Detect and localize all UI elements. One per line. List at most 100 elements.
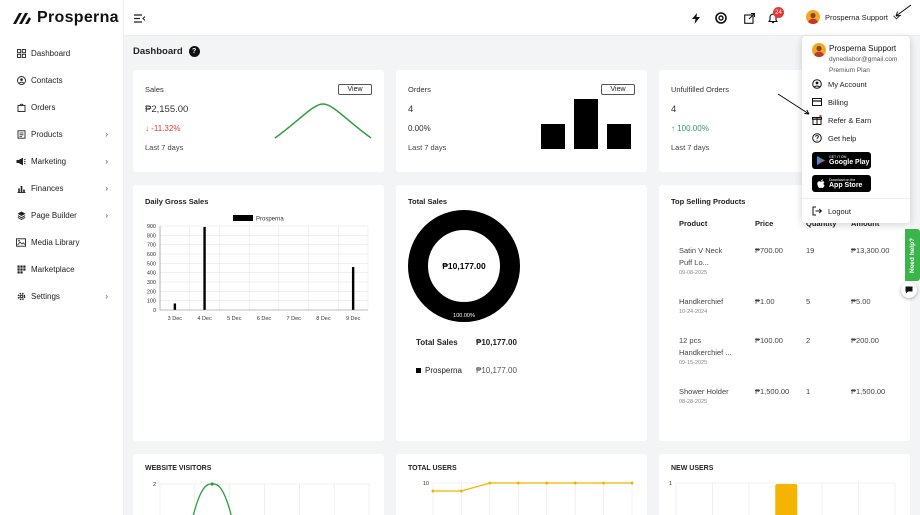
table-row-price: ₱1,500.00 bbox=[755, 387, 789, 396]
sidebar-item-marketplace[interactable]: Marketplace bbox=[0, 256, 124, 283]
target-icon[interactable] bbox=[714, 11, 728, 25]
unfulfilled-title: Unfulfilled Orders bbox=[671, 85, 729, 94]
sidebar-item-orders[interactable]: Orders bbox=[0, 94, 124, 121]
donut-center-value: ₱10,177.00 bbox=[442, 261, 486, 271]
user-circle-icon bbox=[812, 79, 822, 89]
users-point-1 bbox=[459, 489, 463, 493]
daily-bar-4-Dec bbox=[203, 226, 206, 310]
quantity: 1 bbox=[806, 387, 811, 396]
sidebar-item-marketing[interactable]: Marketing › bbox=[0, 148, 124, 175]
my-account-item[interactable]: My Account bbox=[812, 79, 867, 89]
user-menu-trigger[interactable]: Prosperna Support bbox=[806, 10, 900, 24]
new-users-title: NEW USERS bbox=[671, 465, 714, 472]
daily-xtick-label: 7 Dec bbox=[287, 316, 302, 322]
daily-ytick-label: 800 bbox=[147, 233, 156, 239]
page-title: Dashboard ? bbox=[133, 46, 200, 57]
visitors-chart: 2 bbox=[153, 482, 370, 515]
google-small-text: GET IT ON bbox=[829, 155, 847, 159]
daily-ytick-label: 500 bbox=[147, 261, 156, 267]
total-sales-summary-label: Total Sales bbox=[416, 338, 458, 347]
orders-view-button[interactable]: View bbox=[601, 84, 635, 95]
chat-icon[interactable] bbox=[901, 282, 917, 298]
unfulfilled-period: Last 7 days bbox=[671, 143, 710, 152]
total-sales-title: Total Sales bbox=[408, 197, 448, 206]
lightning-icon[interactable] bbox=[689, 11, 703, 25]
sidebar-item-media-library[interactable]: Media Library bbox=[0, 229, 124, 256]
table-row-amount: ₱5.00 bbox=[851, 297, 871, 306]
sales-view-button[interactable]: View bbox=[338, 84, 372, 95]
get-help-item[interactable]: Get help bbox=[812, 133, 856, 143]
users-chart: 10 bbox=[423, 481, 634, 515]
column-header-price: Price bbox=[755, 219, 774, 228]
sidebar-item-dashboard[interactable]: Dashboard bbox=[0, 40, 124, 67]
notification-badge: 24 bbox=[773, 7, 784, 18]
sidebar-item-finances[interactable]: Finances › bbox=[0, 175, 124, 202]
dropdown-avatar bbox=[812, 43, 826, 59]
price: ₱700.00 bbox=[755, 246, 783, 255]
logout-item[interactable]: Logout bbox=[812, 206, 851, 216]
refer-earn-item[interactable]: Refer & Earn bbox=[812, 115, 871, 125]
avatar bbox=[812, 43, 826, 57]
quantity: 2 bbox=[806, 336, 811, 345]
daily-ytick-label: 900 bbox=[147, 224, 156, 230]
help-icon[interactable]: ? bbox=[188, 46, 200, 57]
orders-period: Last 7 days bbox=[408, 143, 447, 152]
google-play-button[interactable]: GET IT ON Google Play bbox=[812, 152, 871, 169]
products-icon bbox=[16, 130, 26, 140]
daily-gross-chart: Prosperna 0 100 200 300 400 500 600 700 800 900 3 D… bbox=[147, 215, 369, 322]
table-row-quantity: 1 bbox=[806, 387, 810, 396]
new-users-card: NEW USERS 1 bbox=[659, 454, 910, 515]
daily-gross-card: Daily Gross Sales Prosperna 0 100 200 300 400… bbox=[133, 185, 384, 441]
new-users-chart: 1 bbox=[669, 481, 896, 515]
sidebar-item-label: Finances bbox=[31, 184, 64, 193]
visitors-title: WEBSITE VISITORS bbox=[145, 465, 212, 472]
logo-text: Prosperna bbox=[37, 9, 119, 26]
question-circle-icon bbox=[812, 133, 822, 143]
megaphone-icon bbox=[16, 157, 26, 167]
column-header-amount: Amount bbox=[851, 219, 880, 228]
table-row-amount: ₱13,300.00 bbox=[851, 246, 889, 255]
visitors-line bbox=[192, 483, 232, 515]
menu-toggle-icon[interactable] bbox=[132, 11, 146, 25]
app-store-button[interactable]: Download on the App Store bbox=[812, 175, 871, 192]
legend-label: Prosperna bbox=[425, 366, 462, 375]
dropdown-divider bbox=[802, 198, 910, 199]
user-dropdown: Prosperna Support dynedlabor@gmail.com P… bbox=[802, 36, 910, 223]
sidebar-item-contacts[interactable]: Contacts bbox=[0, 67, 124, 94]
table-row-price: ₱700.00 bbox=[755, 246, 783, 255]
ytick-label: 2 bbox=[153, 482, 156, 488]
orders-value: 4 bbox=[408, 104, 414, 115]
dropdown-plan: Premium Plan bbox=[829, 67, 870, 74]
users-point-0 bbox=[431, 489, 435, 493]
sidebar-item-label: Products bbox=[31, 130, 63, 139]
sidebar-item-page-builder[interactable]: Page Builder › bbox=[0, 202, 124, 229]
external-link-icon[interactable] bbox=[742, 11, 756, 25]
chevron-right-icon: › bbox=[105, 211, 108, 220]
orders-card: Orders View 4 0.00% Last 7 days bbox=[396, 70, 647, 172]
arrow-up-icon: ↑ bbox=[671, 124, 675, 133]
legend-value: ₱10,177.00 bbox=[476, 366, 517, 375]
total-users-card: TOTAL USERS 10 bbox=[396, 454, 647, 515]
users-point-7 bbox=[630, 481, 634, 485]
daily-bar-3-Dec bbox=[173, 303, 177, 310]
sidebar-item-settings[interactable]: Settings › bbox=[0, 283, 124, 310]
chevron-down-icon bbox=[893, 13, 900, 22]
daily-ytick-label: 300 bbox=[147, 280, 156, 286]
table-row-amount: ₱200.00 bbox=[851, 336, 879, 345]
users-title: TOTAL USERS bbox=[408, 465, 457, 472]
unfulfilled-value: 4 bbox=[671, 104, 677, 115]
billing-item[interactable]: Billing bbox=[812, 97, 848, 107]
logout-label: Logout bbox=[828, 206, 851, 216]
product-name: Shower Holder bbox=[679, 387, 729, 396]
sales-value: ₱2,155.00 bbox=[145, 104, 189, 115]
logo[interactable]: Prosperna bbox=[12, 9, 119, 27]
need-help-tab[interactable]: Need help? bbox=[905, 229, 920, 281]
table-row-amount: ₱1,500.00 bbox=[851, 387, 885, 396]
sidebar-item-products[interactable]: Products › bbox=[0, 121, 124, 148]
price: ₱1.00 bbox=[755, 297, 775, 306]
website-visitors-card: WEBSITE VISITORS 2 bbox=[133, 454, 384, 515]
orders-bar-b bbox=[574, 99, 598, 149]
total-sales-donut: ₱10,177.00 100.00% bbox=[408, 210, 520, 322]
top-selling-card: Top Selling Products Product Price Quantit… bbox=[659, 185, 910, 441]
table-row-product: 12 pcs Handkerchief ... 09-15-2025 bbox=[679, 336, 732, 366]
